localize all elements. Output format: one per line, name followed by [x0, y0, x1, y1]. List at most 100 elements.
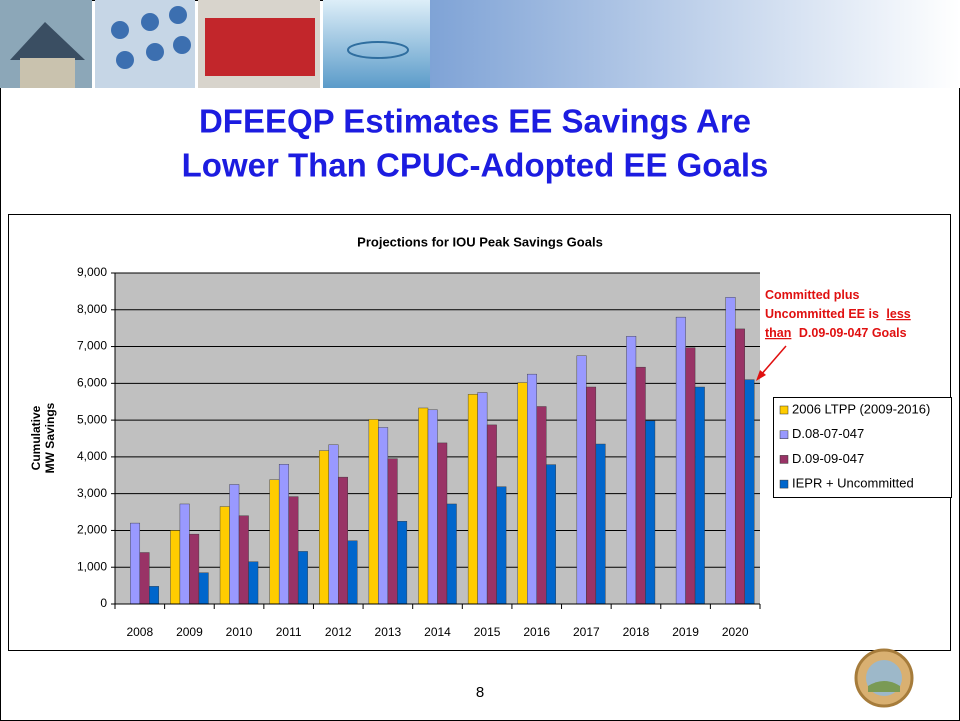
bar [397, 521, 408, 605]
bar [297, 551, 308, 605]
bar [319, 450, 329, 605]
x-tick-label: 2009 [176, 625, 203, 639]
x-tick-label: 2019 [672, 625, 699, 639]
x-tick-label: 2008 [126, 625, 153, 639]
annotation-line: D.09-09-047 Goals [799, 326, 907, 340]
x-tick-label: 2020 [722, 625, 749, 639]
bar [527, 373, 537, 605]
bar [378, 427, 389, 605]
y-tick-label: 5,000 [77, 412, 107, 426]
bar [496, 486, 507, 605]
slide-title: Lower Than CPUC-Adopted EE Goals [182, 147, 769, 184]
bar [149, 586, 160, 605]
bar [219, 506, 230, 605]
legend-label: D.09-09-047 [792, 451, 864, 466]
page-number: 8 [476, 684, 484, 701]
y-axis-label: Cumulative [29, 405, 43, 470]
bar [139, 552, 150, 605]
annotation-line: Uncommitted EE is [765, 307, 879, 321]
banner [0, 0, 960, 88]
legend-label: D.08-07-047 [792, 426, 864, 441]
bar [744, 379, 755, 605]
x-tick-label: 2016 [523, 625, 550, 639]
bar [486, 424, 497, 605]
y-tick-label: 6,000 [77, 376, 107, 390]
legend-swatch [779, 430, 789, 439]
bar [198, 572, 209, 605]
bar [347, 540, 358, 605]
legend-swatch [779, 455, 789, 464]
bar [536, 406, 547, 605]
x-tick-label: 2017 [573, 625, 600, 639]
bar [248, 561, 259, 605]
bar [427, 409, 438, 605]
state-seal [854, 648, 914, 708]
x-tick-label: 2018 [623, 625, 650, 639]
y-tick-label: 7,000 [77, 339, 107, 353]
chart-title: Projections for IOU Peak Savings Goals [357, 234, 603, 249]
bar [278, 464, 289, 605]
bar [595, 443, 606, 605]
legend-label: IEPR + Uncommitted [792, 476, 914, 491]
bar [130, 522, 141, 605]
bar [626, 336, 637, 605]
bar [467, 394, 478, 605]
marks: 0 1,000 2,000 3,000 4,000 5,000 6,000 7,000 8,00… [77, 265, 761, 639]
annotation-line: Committed plus [765, 288, 859, 302]
annotation-emphasis: less [886, 307, 910, 321]
bar [576, 355, 587, 605]
bar [368, 419, 379, 605]
roof [10, 22, 85, 60]
annotation-arrow [759, 345, 787, 377]
legend-swatch [779, 479, 789, 489]
bar [675, 316, 686, 605]
bar [189, 533, 200, 605]
bar [328, 444, 339, 605]
house-wall [20, 58, 75, 88]
x-tick-label: 2012 [325, 625, 352, 639]
annotation: Committed plus Uncommitted EE is less th… [765, 288, 914, 340]
bar [734, 328, 745, 605]
y-tick-label: 0 [100, 596, 107, 610]
x-tick-label: 2014 [424, 625, 451, 639]
y-tick-label: 1,000 [77, 559, 107, 573]
bar [694, 386, 705, 605]
bar [437, 442, 448, 605]
x-tick-label: 2011 [276, 625, 302, 639]
bar [477, 392, 488, 605]
y-tick-label: 3,000 [77, 486, 107, 500]
bar [238, 515, 249, 605]
bar [446, 503, 457, 605]
bar [269, 479, 280, 605]
x-tick-label: 2013 [375, 625, 402, 639]
annotation-emphasis: than [765, 326, 791, 340]
bar [338, 476, 348, 605]
banner-gradient [430, 0, 960, 88]
photo-water [323, 0, 430, 88]
bar [546, 464, 556, 605]
bar [725, 297, 736, 605]
bar [288, 496, 299, 605]
arrow-head [756, 370, 766, 381]
y-tick-label: 8,000 [77, 302, 107, 316]
bar [517, 382, 528, 605]
x-tick-label: 2010 [226, 625, 253, 639]
bar [645, 420, 656, 605]
legend-label: 2006 LTPP (2009-2016) [792, 401, 930, 416]
bar [685, 347, 696, 605]
train-car [205, 18, 315, 76]
legend-swatch [779, 405, 789, 415]
bar [635, 366, 646, 605]
y-tick-label: 2,000 [77, 523, 107, 537]
bar [170, 530, 181, 605]
x-tick-label: 2015 [474, 625, 501, 639]
bar [387, 458, 398, 605]
y-tick-label: 9,000 [77, 265, 107, 279]
bar [229, 484, 240, 605]
bar [418, 407, 429, 605]
legend [773, 397, 952, 498]
bar [586, 386, 597, 605]
y-axis-label: MW Savings [43, 402, 57, 473]
bar [179, 503, 190, 605]
